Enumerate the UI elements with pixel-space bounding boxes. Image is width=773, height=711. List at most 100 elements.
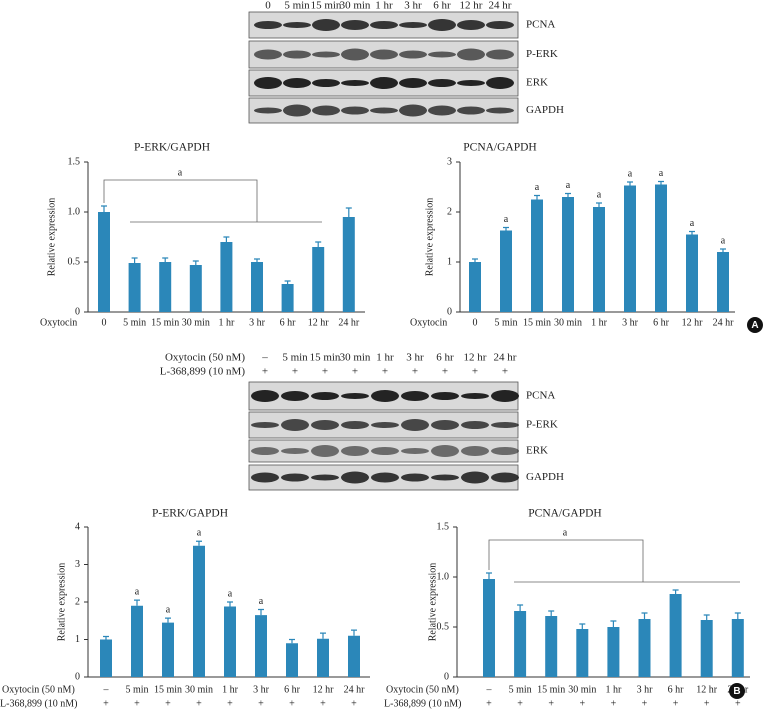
bar — [342, 217, 355, 312]
bar — [731, 619, 744, 677]
x-tick-label: 24 hr — [344, 684, 366, 695]
bar — [669, 594, 682, 677]
blot-band — [251, 447, 279, 455]
error-bar — [641, 612, 648, 619]
blot-row-label: ERK — [526, 445, 548, 457]
error-bar — [320, 632, 326, 639]
blot-band — [370, 21, 398, 29]
lane-label: 3 hr — [404, 0, 422, 12]
blot-band — [254, 77, 282, 89]
y-axis-label: Relative expression — [424, 198, 435, 277]
bar — [312, 247, 325, 312]
blot-band — [341, 393, 369, 399]
error-bar — [672, 589, 679, 594]
y-tick-label: 1.0 — [437, 571, 450, 582]
error-bar — [472, 258, 478, 262]
error-bar — [284, 280, 291, 284]
y-tick-label: 3 — [75, 559, 80, 570]
y-tick-label: 3 — [447, 156, 452, 167]
blot-band — [461, 471, 489, 484]
bar — [562, 197, 574, 312]
x-row-label: Oxytocin (50 nM) — [386, 684, 459, 695]
y-tick-label: 1.5 — [68, 156, 81, 167]
bar — [98, 212, 110, 312]
blot-band — [431, 474, 459, 481]
error-bar — [503, 226, 509, 231]
panel-label: A — [751, 320, 758, 331]
blot-band — [341, 20, 369, 30]
bar — [700, 620, 713, 677]
blot-band — [428, 19, 456, 31]
error-bar — [734, 612, 741, 619]
error-bar — [548, 610, 555, 616]
lane-label: + — [472, 366, 478, 378]
lane-label: 1 hr — [375, 0, 393, 12]
lane-label: 15 min — [311, 0, 342, 12]
error-bar — [627, 181, 633, 186]
bar — [255, 615, 267, 677]
lane-label: 24 hr — [489, 0, 512, 12]
bar — [607, 627, 620, 677]
error-bar — [610, 620, 617, 627]
blot-band — [341, 471, 369, 484]
blot-band — [370, 107, 398, 114]
blot-band — [341, 80, 369, 86]
condition-label: Oxytocin (50 nM) — [165, 352, 245, 364]
blot-band — [312, 51, 340, 58]
y-tick-label: 0.5 — [437, 621, 450, 632]
blot-band — [457, 80, 485, 86]
lane-label: 30 min — [340, 0, 371, 12]
blot-band — [283, 22, 311, 28]
blot-row-label: PCNA — [526, 19, 555, 31]
x-tick-label: + — [196, 698, 202, 709]
blot-band — [486, 21, 514, 29]
y-tick-label: 0 — [447, 306, 452, 317]
blot-band — [341, 446, 369, 456]
blot-band — [254, 49, 282, 60]
bracket-label: a — [178, 167, 183, 178]
x-tick-label: 15 min — [154, 684, 182, 695]
significance-marker: a — [628, 168, 633, 179]
blot-band — [431, 420, 459, 430]
significance-marker: a — [135, 586, 140, 597]
blot-band — [311, 474, 339, 481]
blot-band — [491, 422, 519, 428]
chart-title: P-ERK/GAPDH — [134, 142, 210, 154]
blot-band — [401, 448, 429, 454]
blot-row-label: P-ERK — [526, 419, 558, 431]
y-axis-label: Relative expression — [56, 563, 67, 642]
lane-label: + — [442, 366, 448, 378]
bar — [655, 184, 667, 312]
bar — [483, 579, 495, 677]
x-tick-label: 12 hr — [696, 684, 718, 695]
bar — [717, 252, 729, 312]
lane-label: + — [412, 366, 418, 378]
condition-label: L-368,899 (10 nM) — [160, 366, 246, 378]
blot-band — [486, 77, 514, 89]
bar — [224, 606, 236, 677]
x-tick-label: – — [486, 684, 493, 695]
lane-label: 6 hr — [436, 352, 454, 364]
blot-band — [399, 22, 427, 28]
error-bar — [689, 230, 695, 235]
lane-label: + — [502, 366, 508, 378]
error-bar — [534, 194, 540, 200]
blot-band — [341, 106, 369, 115]
blot-band — [312, 79, 340, 87]
x-tick-label: 1 hr — [591, 317, 608, 328]
x-tick-label: 0 — [102, 317, 107, 328]
blot-row-label: ERK — [526, 77, 548, 89]
x-tick-label: 3 hr — [637, 684, 654, 695]
error-bar — [351, 629, 357, 636]
error-bar — [703, 614, 710, 620]
lane-label: 24 hr — [494, 352, 517, 364]
lane-label: 30 min — [340, 352, 371, 364]
x-tick-label: + — [165, 698, 171, 709]
bar — [500, 230, 512, 312]
y-tick-label: 1.0 — [68, 206, 81, 217]
blot-band — [370, 49, 398, 60]
bar — [469, 262, 481, 312]
chart-title: PCNA/GAPDH — [528, 508, 602, 520]
blot-band — [251, 472, 279, 483]
blot-band — [254, 107, 282, 114]
